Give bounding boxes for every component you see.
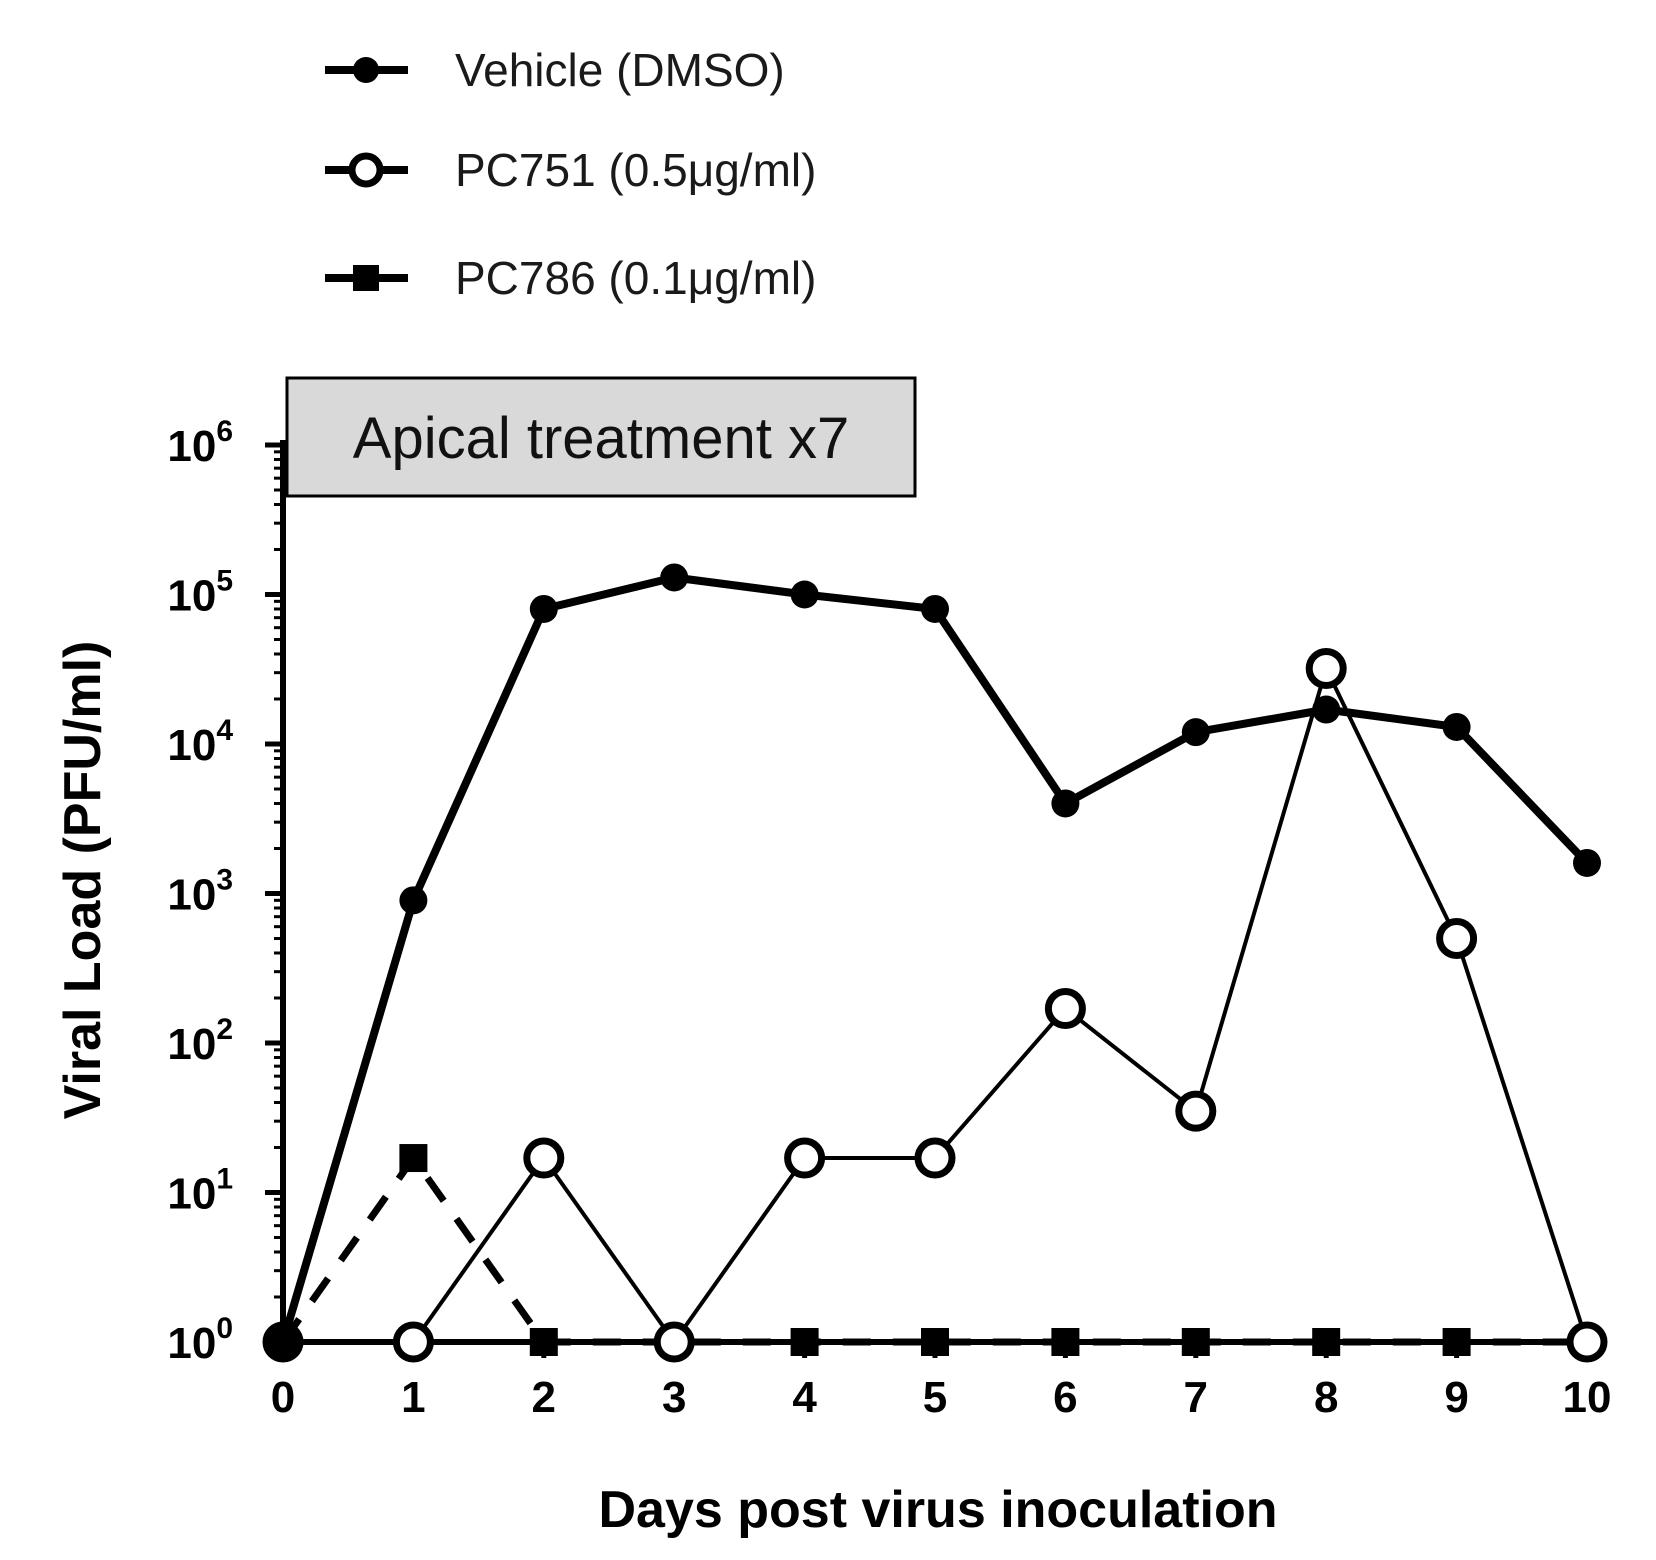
y-tick-label: 100: [167, 1312, 233, 1368]
data-point: [523, 1137, 565, 1179]
legend-label-pc751: PC751 (0.5μg/ml): [455, 144, 816, 196]
x-tick-label: 3: [662, 1373, 686, 1422]
annotation-box: [285, 376, 917, 498]
y-tick-label: 105: [167, 565, 233, 621]
x-tick-label: 7: [1184, 1373, 1208, 1422]
legend-label-pc786: PC786 (0.1μg/ml): [455, 252, 816, 304]
x-tick-label: 9: [1444, 1373, 1468, 1422]
data-point: [1051, 1328, 1080, 1356]
x-tick-label: 8: [1314, 1373, 1338, 1422]
series-layer: [262, 563, 1608, 1363]
legend: Vehicle (DMSO) PC751 (0.5μg/ml) PC786 (0…: [325, 44, 816, 304]
annotation-text: Apical treatment x7: [353, 406, 849, 471]
data-point: [1051, 789, 1080, 818]
x-tick-labels: 0 1 2 3 4 5 6 7 8 9 10: [271, 1373, 1612, 1422]
data-point: [921, 1328, 949, 1356]
data-point: [653, 1321, 695, 1363]
data-point: [1573, 848, 1601, 877]
legend-entry-vehicle: Vehicle (DMSO): [325, 44, 785, 96]
x-tick-label: 2: [532, 1373, 556, 1422]
data-point: [790, 1328, 819, 1356]
data-point: [784, 1137, 826, 1179]
x-tick-label: 4: [792, 1373, 817, 1422]
y-tick-labels: 100 101 102 103 104 105 106: [167, 415, 233, 1368]
legend-marker-pc786: [353, 265, 379, 291]
series-0: [269, 563, 1601, 1356]
data-point: [1175, 1090, 1217, 1132]
series-line: [280, 1154, 1587, 1346]
legend-entry-pc786: PC786 (0.1μg/ml): [325, 252, 816, 304]
x-tick-label: 5: [923, 1373, 947, 1422]
y-tick-label: 106: [167, 415, 233, 471]
data-point: [1044, 988, 1086, 1030]
annotation: Apical treatment x7: [285, 376, 917, 498]
series-line: [283, 666, 1589, 1344]
x-tick-label: 10: [1563, 1373, 1612, 1422]
x-tick-label: 1: [401, 1373, 425, 1422]
x-tick-label: 6: [1053, 1373, 1077, 1422]
data-point: [1436, 918, 1478, 960]
legend-marker-pc751: [348, 152, 384, 188]
data-point: [790, 580, 819, 609]
legend-label-vehicle: Vehicle (DMSO): [455, 44, 785, 96]
data-point: [1442, 712, 1471, 741]
series-1: [262, 647, 1608, 1363]
y-axis-title: Viral Load (PFU/ml): [54, 641, 112, 1120]
y-ticks: [265, 442, 283, 1345]
data-point: [660, 563, 689, 592]
data-point: [1181, 1328, 1210, 1356]
data-point: [1312, 695, 1341, 724]
x-tick-label: 0: [271, 1373, 295, 1422]
data-point: [914, 1137, 956, 1179]
legend-marker-vehicle: [353, 57, 379, 83]
x-axis-title: Days post virus inoculation: [598, 1481, 1277, 1539]
y-tick-label: 104: [167, 714, 233, 770]
series-line: [279, 573, 1590, 1344]
data-point: [1305, 647, 1347, 689]
y-tick-label: 101: [167, 1163, 233, 1219]
data-point: [399, 1144, 428, 1173]
data-point: [1442, 1328, 1471, 1356]
data-point: [269, 1328, 297, 1356]
y-tick-label: 102: [167, 1013, 233, 1069]
data-point: [529, 594, 558, 623]
data-point: [1312, 1328, 1341, 1356]
y-tick-label: 103: [167, 864, 233, 920]
data-point: [399, 886, 428, 915]
axes: 0 1 2 3 4 5 6 7 8 9 10 100 101 102 103 104 105 106: [167, 415, 1611, 1422]
data-point: [1566, 1321, 1608, 1363]
legend-entry-pc751: PC751 (0.5μg/ml): [325, 144, 816, 196]
data-point: [1181, 718, 1210, 747]
data-point: [529, 1328, 558, 1356]
data-point: [921, 594, 949, 623]
data-point: [392, 1321, 434, 1363]
